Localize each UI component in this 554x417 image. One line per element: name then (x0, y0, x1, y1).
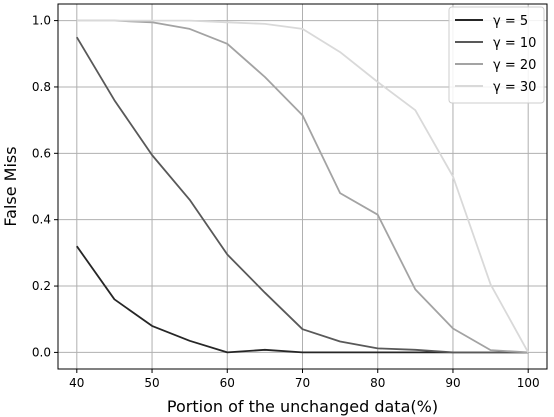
series-line-gamma-20 (76, 19, 529, 354)
y-tick-label: 0.0 (32, 345, 51, 359)
y-tick-label: 0.4 (32, 213, 51, 227)
legend-label: γ = 30 (493, 80, 536, 95)
legend-label: γ = 10 (493, 36, 536, 51)
y-axis-label: False Miss (1, 146, 20, 226)
y-axis: 0.0 0.2 0.4 0.6 0.8 1.0 (32, 14, 58, 359)
y-tick-label: 0.6 (32, 146, 51, 160)
y-tick-label: 0.2 (32, 279, 51, 293)
x-tick-label: 40 (69, 376, 84, 390)
x-tick-label: 70 (295, 376, 310, 390)
x-tick-label: 80 (370, 376, 385, 390)
series-line-gamma-30 (76, 19, 529, 353)
grid (58, 4, 547, 369)
legend-box (448, 6, 545, 104)
y-tick-label: 0.8 (32, 80, 51, 94)
x-tick-label: 90 (445, 376, 460, 390)
y-tick-label: 1.0 (32, 14, 51, 28)
series-lines (76, 19, 529, 354)
x-axis-label: Portion of the unchanged data(%) (167, 397, 438, 416)
x-axis: 40 50 60 70 80 90 100 (69, 369, 540, 390)
x-tick-label: 100 (517, 376, 540, 390)
legend-label: γ = 20 (493, 58, 536, 73)
series-line-gamma-10 (76, 36, 529, 354)
x-tick-label: 60 (220, 376, 235, 390)
x-tick-label: 50 (144, 376, 159, 390)
legend-label: γ = 5 (493, 14, 528, 29)
legend: γ = 5 γ = 10 γ = 20 γ = 30 (448, 6, 545, 104)
